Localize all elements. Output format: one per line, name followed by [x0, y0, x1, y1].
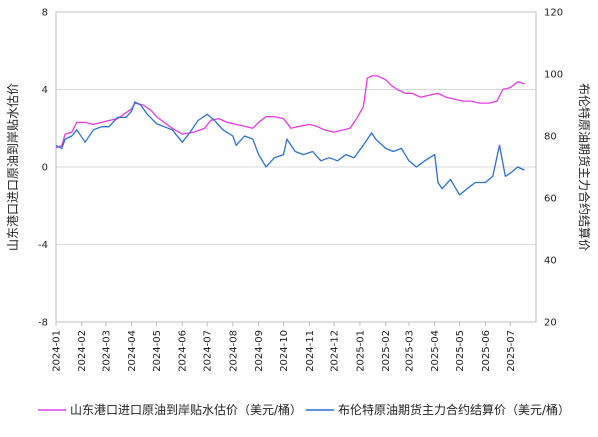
left-tick-label: 0 — [42, 163, 48, 174]
left-tick-label: 4 — [42, 85, 48, 96]
x-tick-label: 2024-02 — [77, 330, 88, 372]
x-tick-label: 2025-04 — [430, 330, 441, 372]
series-line-brent — [55, 101, 525, 196]
x-tick-label: 2024-05 — [152, 330, 163, 372]
series-lines — [55, 75, 525, 196]
x-tick-label: 2024-08 — [228, 330, 239, 372]
x-tick-label: 2024-06 — [178, 330, 189, 372]
left-tick-label: 8 — [42, 8, 48, 19]
x-tick-label: 2025-05 — [455, 330, 466, 372]
legend-label-discount: 山东港口进口原油到岸贴水估价（美元/桶） — [70, 402, 302, 417]
gridlines — [56, 89, 536, 245]
right-tick-label: 60 — [544, 194, 557, 205]
x-tick-label: 2024-03 — [101, 330, 112, 372]
x-tick-label: 2025-06 — [481, 330, 492, 372]
x-tick-label: 2024-04 — [127, 330, 138, 372]
x-tick-label: 2024-01 — [52, 330, 63, 372]
x-tick-label: 2024-07 — [203, 330, 214, 372]
legend-label-brent: 布伦特原油期货主力合约结算价（美元/桶） — [338, 402, 570, 417]
right-tick-label: 20 — [544, 318, 557, 329]
left-tick-label: -8 — [38, 318, 48, 329]
x-axis-ticks: 2024-01 2024-02 2024-03 2024-04 2024-05 2024-… — [52, 322, 517, 372]
left-tick-label: -4 — [38, 240, 48, 251]
x-tick-label: 2025-02 — [381, 330, 392, 372]
right-axis-label: 布伦特原油期货主力合约结算价 — [577, 83, 592, 251]
x-tick-label: 2024-10 — [279, 330, 290, 372]
right-tick-label: 100 — [544, 70, 563, 81]
right-axis-ticks: 120 100 80 60 40 20 — [544, 8, 563, 329]
plot-area-frame — [55, 11, 537, 323]
x-tick-label: 2025-01 — [355, 330, 366, 372]
x-tick-label: 2025-03 — [404, 330, 415, 372]
left-axis-ticks: 8 4 0 -4 -8 — [38, 8, 48, 329]
x-tick-label: 2024-11 — [305, 330, 316, 372]
right-tick-label: 40 — [544, 256, 557, 267]
right-tick-label: 80 — [544, 132, 557, 143]
x-tick-label: 2025-07 — [506, 330, 517, 372]
left-axis-label: 山东港口进口原油到岸贴水估价 — [6, 83, 20, 251]
x-tick-label: 2024-12 — [330, 330, 341, 372]
right-tick-label: 120 — [544, 8, 563, 19]
x-tick-label: 2024-09 — [254, 330, 265, 372]
legend: 山东港口进口原油到岸贴水估价（美元/桶） 布伦特原油期货主力合约结算价（美元/桶… — [38, 402, 570, 417]
series-line-discount — [55, 75, 525, 149]
